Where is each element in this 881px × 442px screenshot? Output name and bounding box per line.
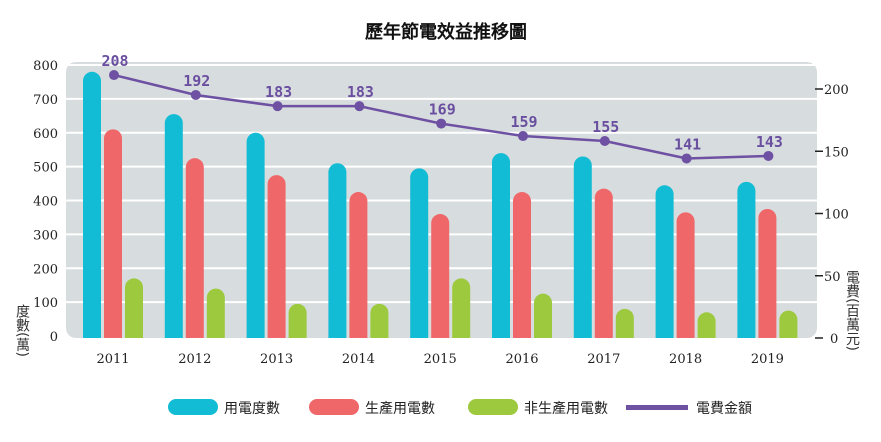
x-tick-label: 2015 bbox=[424, 352, 457, 367]
line-point bbox=[272, 101, 283, 112]
bar-生產用電數-2014 bbox=[349, 192, 368, 338]
bar-用電度數-2013 bbox=[246, 132, 265, 338]
legend-label: 非生產用電數 bbox=[524, 400, 608, 417]
data-label: 141 bbox=[674, 135, 701, 153]
bar-非生產用電數-2012 bbox=[206, 288, 225, 338]
chart-title: 歷年節電效益推移圖 bbox=[365, 21, 527, 43]
bar-用電度數-2019 bbox=[737, 181, 756, 338]
x-tick-label: 2012 bbox=[178, 352, 211, 367]
y-tick-label: 600 bbox=[33, 127, 58, 142]
y2-tick-label: 200 bbox=[824, 83, 849, 98]
y-tick-label: 700 bbox=[33, 93, 58, 108]
x-tick-label: 2018 bbox=[669, 352, 702, 367]
data-label: 208 bbox=[101, 52, 128, 70]
line-point bbox=[599, 136, 610, 147]
y2-tick-label: 100 bbox=[824, 208, 849, 223]
y-tick-label: 100 bbox=[33, 296, 58, 311]
line-point bbox=[109, 70, 119, 81]
legend-swatch bbox=[468, 399, 518, 415]
data-label: 155 bbox=[592, 118, 619, 136]
bar-用電度數-2012 bbox=[164, 114, 183, 339]
bar-非生產用電數-2016 bbox=[534, 293, 552, 338]
bar-生產用電數-2012 bbox=[185, 158, 204, 338]
x-tick-label: 2019 bbox=[751, 352, 784, 367]
bar-生產用電數-2016 bbox=[513, 192, 531, 338]
data-label: 183 bbox=[347, 83, 374, 101]
line-point bbox=[763, 150, 774, 161]
legend-label: 電費金額 bbox=[696, 401, 752, 417]
bar-生產用電數-2019 bbox=[758, 208, 777, 338]
data-label: 159 bbox=[510, 113, 537, 131]
y2-tick-label: 150 bbox=[824, 145, 849, 160]
y-axis-label: 度數(萬) bbox=[14, 304, 30, 357]
y2-axis-label: 電費(百萬元) bbox=[844, 270, 860, 351]
bar-用電度數-2017 bbox=[573, 156, 592, 338]
bar-用電度數-2014 bbox=[328, 163, 347, 338]
x-tick-label: 2014 bbox=[342, 352, 375, 367]
y2-tick-label: 0 bbox=[830, 332, 838, 347]
bar-非生產用電數-2014 bbox=[370, 303, 389, 338]
bar-非生產用電數-2013 bbox=[288, 303, 307, 338]
data-label: 192 bbox=[183, 72, 210, 90]
x-tick-label: 2017 bbox=[587, 352, 620, 367]
x-tick-label: 2011 bbox=[96, 352, 129, 367]
bar-生產用電數-2013 bbox=[267, 175, 286, 338]
bar-非生產用電數-2015 bbox=[452, 278, 471, 338]
bar-非生產用電數-2019 bbox=[779, 310, 798, 338]
bar-生產用電數-2011 bbox=[104, 129, 122, 338]
y-tick-label: 0 bbox=[50, 330, 58, 345]
x-tick-label: 2013 bbox=[260, 352, 293, 367]
bar-用電度數-2015 bbox=[410, 168, 429, 338]
bar-非生產用電數-2011 bbox=[125, 278, 143, 338]
legend-label: 生產用電數 bbox=[365, 400, 435, 417]
bar-生產用電數-2017 bbox=[594, 188, 613, 338]
bar-生產用電數-2018 bbox=[676, 212, 695, 338]
line-point bbox=[681, 153, 692, 164]
bar-用電度數-2011 bbox=[83, 71, 101, 339]
bar-用電度數-2018 bbox=[655, 185, 674, 338]
legend-swatch bbox=[309, 399, 359, 415]
legend-label: 用電度數 bbox=[224, 401, 280, 417]
data-label: 169 bbox=[429, 101, 456, 119]
bar-生產用電數-2015 bbox=[431, 214, 450, 338]
line-point bbox=[436, 118, 447, 129]
bar-用電度數-2016 bbox=[492, 153, 510, 338]
bar-非生產用電數-2018 bbox=[697, 312, 716, 338]
line-point bbox=[190, 89, 201, 100]
data-label: 143 bbox=[756, 133, 783, 151]
data-label: 183 bbox=[265, 83, 292, 101]
line-point bbox=[354, 101, 365, 112]
y-tick-label: 800 bbox=[33, 59, 58, 74]
legend-swatch bbox=[626, 405, 688, 410]
y-tick-label: 400 bbox=[33, 195, 58, 210]
bar-非生產用電數-2017 bbox=[615, 308, 634, 338]
y-tick-label: 200 bbox=[33, 262, 58, 277]
line-point bbox=[518, 131, 528, 142]
y-tick-label: 500 bbox=[33, 161, 58, 176]
x-tick-label: 2016 bbox=[505, 352, 538, 367]
y2-tick-label: 50 bbox=[824, 270, 841, 285]
y-tick-label: 300 bbox=[33, 228, 58, 243]
legend-swatch bbox=[168, 399, 218, 415]
